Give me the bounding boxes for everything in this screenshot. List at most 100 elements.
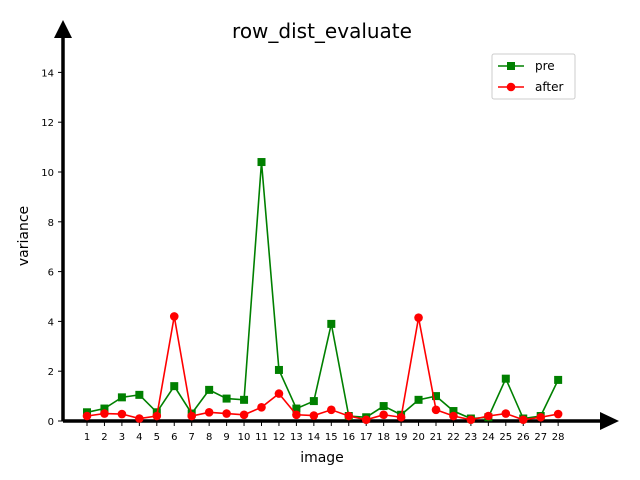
data-point-after — [518, 415, 528, 425]
series-after — [82, 312, 563, 425]
data-point-after — [82, 411, 92, 421]
legend: pre after — [491, 53, 576, 100]
data-point-after — [257, 403, 266, 412]
x-axis-arrow — [600, 412, 619, 430]
data-point-after — [135, 414, 144, 423]
legend-item-after: after — [498, 80, 563, 94]
y-tick-label: 14 — [41, 68, 54, 79]
data-point-after — [327, 405, 336, 415]
legend-label: pre — [535, 59, 555, 73]
data-point-pre — [222, 394, 231, 403]
data-point-pre — [327, 319, 336, 328]
series-line-pre — [86, 161, 559, 420]
x-tick-label: 10 — [238, 432, 251, 443]
data-point-after — [449, 411, 458, 421]
x-tick-label: 1 — [84, 432, 90, 443]
series-layer — [82, 158, 563, 425]
legend-item-pre: pre — [498, 59, 555, 73]
series-line-after — [86, 316, 559, 421]
x-tick-label: 4 — [136, 432, 142, 443]
data-point-pre — [554, 375, 563, 384]
x-tick-label: 21 — [430, 432, 443, 443]
data-point-after — [484, 411, 493, 421]
x-tick-label: 23 — [465, 432, 478, 443]
x-tick-label: 17 — [360, 432, 373, 443]
x-ticks: 1 2 3 4 5 6 7 8 9 10 11 12 13 14 15 16 17 18 19 20 21 22 23 24 2… — [84, 421, 565, 443]
x-tick-label: 14 — [307, 432, 320, 443]
x-tick-label: 13 — [290, 432, 303, 443]
x-tick-label: 3 — [119, 432, 125, 443]
data-point-pre — [100, 404, 109, 413]
x-tick-label: 8 — [206, 432, 212, 443]
y-tick-label: 4 — [48, 317, 54, 328]
legend-label: after — [535, 80, 563, 94]
data-point-after — [274, 389, 284, 398]
y-ticks: 0 2 4 6 8 10 12 14 — [41, 68, 63, 428]
x-tick-label: 5 — [154, 432, 160, 443]
data-point-pre — [292, 404, 301, 413]
data-point-pre — [135, 390, 144, 399]
chart-title: row_dist_evaluate — [232, 19, 412, 43]
data-point-pre — [379, 402, 388, 411]
data-point-after — [117, 409, 127, 419]
x-tick-label: 25 — [499, 432, 512, 443]
x-tick-label: 15 — [325, 432, 338, 443]
y-tick-label: 6 — [48, 268, 54, 279]
y-tick-label: 12 — [41, 118, 54, 129]
data-point-pre — [170, 382, 179, 391]
data-point-after — [553, 409, 563, 419]
x-tick-label: 7 — [189, 432, 195, 443]
data-point-pre — [257, 158, 266, 167]
x-tick-label: 27 — [534, 432, 547, 443]
data-point-after — [361, 415, 371, 425]
legend-marker — [506, 82, 516, 92]
data-point-after — [152, 411, 162, 421]
data-point-after — [344, 411, 354, 421]
legend-marker — [507, 62, 515, 70]
data-point-pre — [501, 374, 510, 383]
x-tick-label: 16 — [342, 432, 355, 443]
data-point-after — [239, 410, 249, 420]
data-point-pre — [205, 385, 214, 394]
data-point-after — [396, 412, 406, 422]
x-axis-label: image — [300, 450, 344, 466]
data-point-after — [414, 313, 423, 322]
data-point-after — [292, 410, 301, 420]
x-tick-label: 26 — [517, 432, 530, 443]
data-point-after — [187, 411, 196, 421]
data-point-after — [204, 407, 214, 417]
data-point-after — [501, 409, 511, 418]
x-tick-label: 20 — [412, 432, 425, 443]
x-tick-label: 6 — [171, 432, 177, 443]
x-tick-label: 24 — [482, 432, 495, 443]
data-point-after — [379, 410, 388, 420]
axes — [54, 20, 619, 430]
x-tick-label: 18 — [377, 432, 390, 443]
data-point-after — [466, 415, 476, 425]
data-point-pre — [414, 395, 423, 404]
x-tick-label: 22 — [447, 432, 460, 443]
y-axis-label: variance — [16, 206, 32, 266]
series-pre — [83, 158, 563, 423]
data-point-pre — [274, 365, 283, 374]
data-point-after — [222, 409, 231, 418]
data-point-pre — [117, 393, 126, 402]
data-point-after — [431, 405, 441, 415]
x-tick-label: 9 — [223, 432, 229, 443]
data-point-pre — [432, 392, 440, 401]
x-tick-label: 19 — [395, 432, 408, 443]
y-tick-label: 2 — [48, 367, 54, 378]
data-point-after — [309, 411, 319, 420]
y-axis-arrow — [54, 20, 72, 38]
x-tick-label: 11 — [255, 432, 268, 443]
x-tick-label: 28 — [552, 432, 565, 443]
data-point-pre — [240, 395, 249, 404]
data-point-after — [100, 409, 109, 418]
data-point-after — [536, 412, 545, 422]
data-point-pre — [449, 407, 458, 416]
data-point-pre — [309, 397, 318, 406]
data-point-after — [169, 312, 179, 321]
x-tick-label: 12 — [273, 432, 286, 443]
y-tick-label: 10 — [41, 168, 54, 179]
y-tick-label: 0 — [48, 417, 54, 428]
